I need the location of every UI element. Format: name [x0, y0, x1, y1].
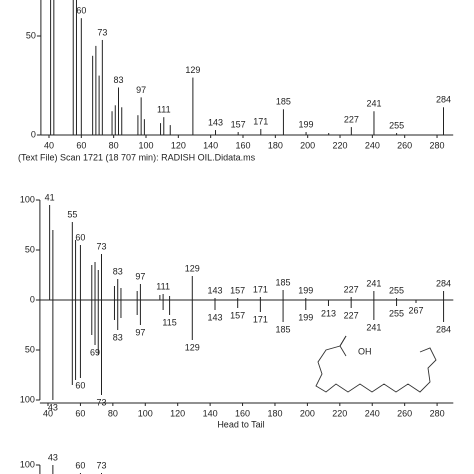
peak-label: 143 [208, 117, 223, 127]
peak-label: 171 [253, 116, 268, 126]
peak-label: 213 [321, 308, 336, 318]
peak-label: 73 [96, 460, 106, 470]
peak-label: 55 [67, 209, 77, 219]
x-tick-label: 160 [235, 140, 250, 150]
x-tick-label: 80 [109, 140, 119, 150]
y-tick-label: 50 [25, 244, 35, 254]
x-axis-label: Head to Tail [217, 419, 264, 429]
x-tick-label: 180 [268, 140, 283, 150]
peak-label: 199 [299, 119, 314, 129]
peak-label: 185 [276, 277, 291, 287]
x-tick-label: 100 [138, 408, 153, 418]
y-tick-label: 100 [20, 459, 35, 469]
x-tick-label: 240 [365, 140, 380, 150]
x-tick-label: 200 [300, 140, 315, 150]
peak-label: 185 [276, 97, 291, 107]
x-tick-label: 140 [203, 140, 218, 150]
peak-label: 143 [207, 285, 222, 295]
peak-label: 241 [366, 278, 381, 288]
x-tick-label: 40 [43, 408, 53, 418]
peak-label: 255 [389, 120, 404, 130]
peak-label: 83 [114, 75, 124, 85]
peak-label: 129 [185, 263, 200, 273]
peak-label: 255 [389, 285, 404, 295]
peak-label: 97 [135, 327, 145, 337]
peak-label: 73 [97, 27, 107, 37]
peak-label: 111 [156, 281, 170, 291]
x-tick-label: 280 [430, 140, 445, 150]
peak-label: 69 [90, 347, 100, 357]
peak-label: 227 [344, 310, 359, 320]
peak-label: 284 [436, 324, 451, 334]
peak-label: 43 [48, 452, 58, 462]
peak-label: 97 [136, 85, 146, 95]
peak-label: 199 [298, 312, 313, 322]
peak-label: 73 [96, 397, 106, 407]
peak-label: 227 [344, 284, 359, 294]
peak-label: 60 [75, 380, 85, 390]
x-tick-label: 60 [76, 140, 86, 150]
x-tick-label: 60 [75, 408, 85, 418]
peak-label: 199 [298, 285, 313, 295]
peak-label: 41 [45, 192, 55, 202]
peak-label: 241 [366, 99, 381, 109]
structure-label: OH [358, 346, 372, 356]
peak-label: 43 [48, 402, 58, 412]
peak-label: 60 [75, 232, 85, 242]
peak-label: 157 [231, 119, 246, 129]
x-tick-label: 280 [430, 408, 445, 418]
x-tick-label: 200 [300, 408, 315, 418]
peak-label: 83 [113, 266, 123, 276]
x-tick-label: 80 [108, 408, 118, 418]
peak-label: 73 [96, 241, 106, 251]
y-tick-label: 0 [30, 294, 35, 304]
peak-label: 171 [253, 314, 268, 324]
peak-label: 143 [207, 312, 222, 322]
peak-label: 60 [76, 6, 86, 16]
x-tick-label: 120 [171, 140, 186, 150]
peak-label: 267 [408, 305, 423, 315]
carbonyl [339, 335, 347, 347]
y-tick-label: 100 [20, 194, 35, 204]
x-tick-label: 160 [235, 408, 250, 418]
peak-label: 157 [230, 310, 245, 320]
molecule [315, 335, 437, 393]
peak-label: 227 [344, 114, 359, 124]
y-tick-label: 0 [31, 129, 36, 139]
peak-label: 115 [162, 317, 176, 327]
y-tick-label: 50 [25, 344, 35, 354]
peak-label: 60 [75, 460, 85, 470]
x-tick-label: 260 [397, 408, 412, 418]
peak-label: 241 [366, 322, 381, 332]
peak-label: 129 [185, 65, 200, 75]
y-tick-label: 50 [26, 30, 36, 40]
peak-label: 255 [389, 308, 404, 318]
peak-label: 97 [135, 271, 145, 281]
x-tick-label: 220 [333, 140, 348, 150]
chain [315, 335, 437, 393]
peak-label: 284 [436, 278, 451, 288]
x-tick-label: 120 [170, 408, 185, 418]
peak-label: 157 [230, 285, 245, 295]
peak-label: 129 [185, 342, 200, 352]
peak-label: 185 [276, 324, 291, 334]
peak-label: 111 [157, 105, 171, 115]
peak-label: 284 [436, 95, 451, 105]
x-tick-label: 220 [332, 408, 347, 418]
peak-label: 83 [113, 332, 123, 342]
x-tick-label: 240 [365, 408, 380, 418]
caption: (Text File) Scan 1721 (18 707 min): RADI… [18, 152, 256, 162]
x-tick-label: 140 [203, 408, 218, 418]
x-tick-label: 180 [267, 408, 282, 418]
x-tick-label: 260 [397, 140, 412, 150]
y-tick-label: 100 [20, 394, 35, 404]
peak-label: 171 [253, 284, 268, 294]
x-tick-label: 40 [44, 140, 54, 150]
x-tick-label: 100 [138, 140, 153, 150]
